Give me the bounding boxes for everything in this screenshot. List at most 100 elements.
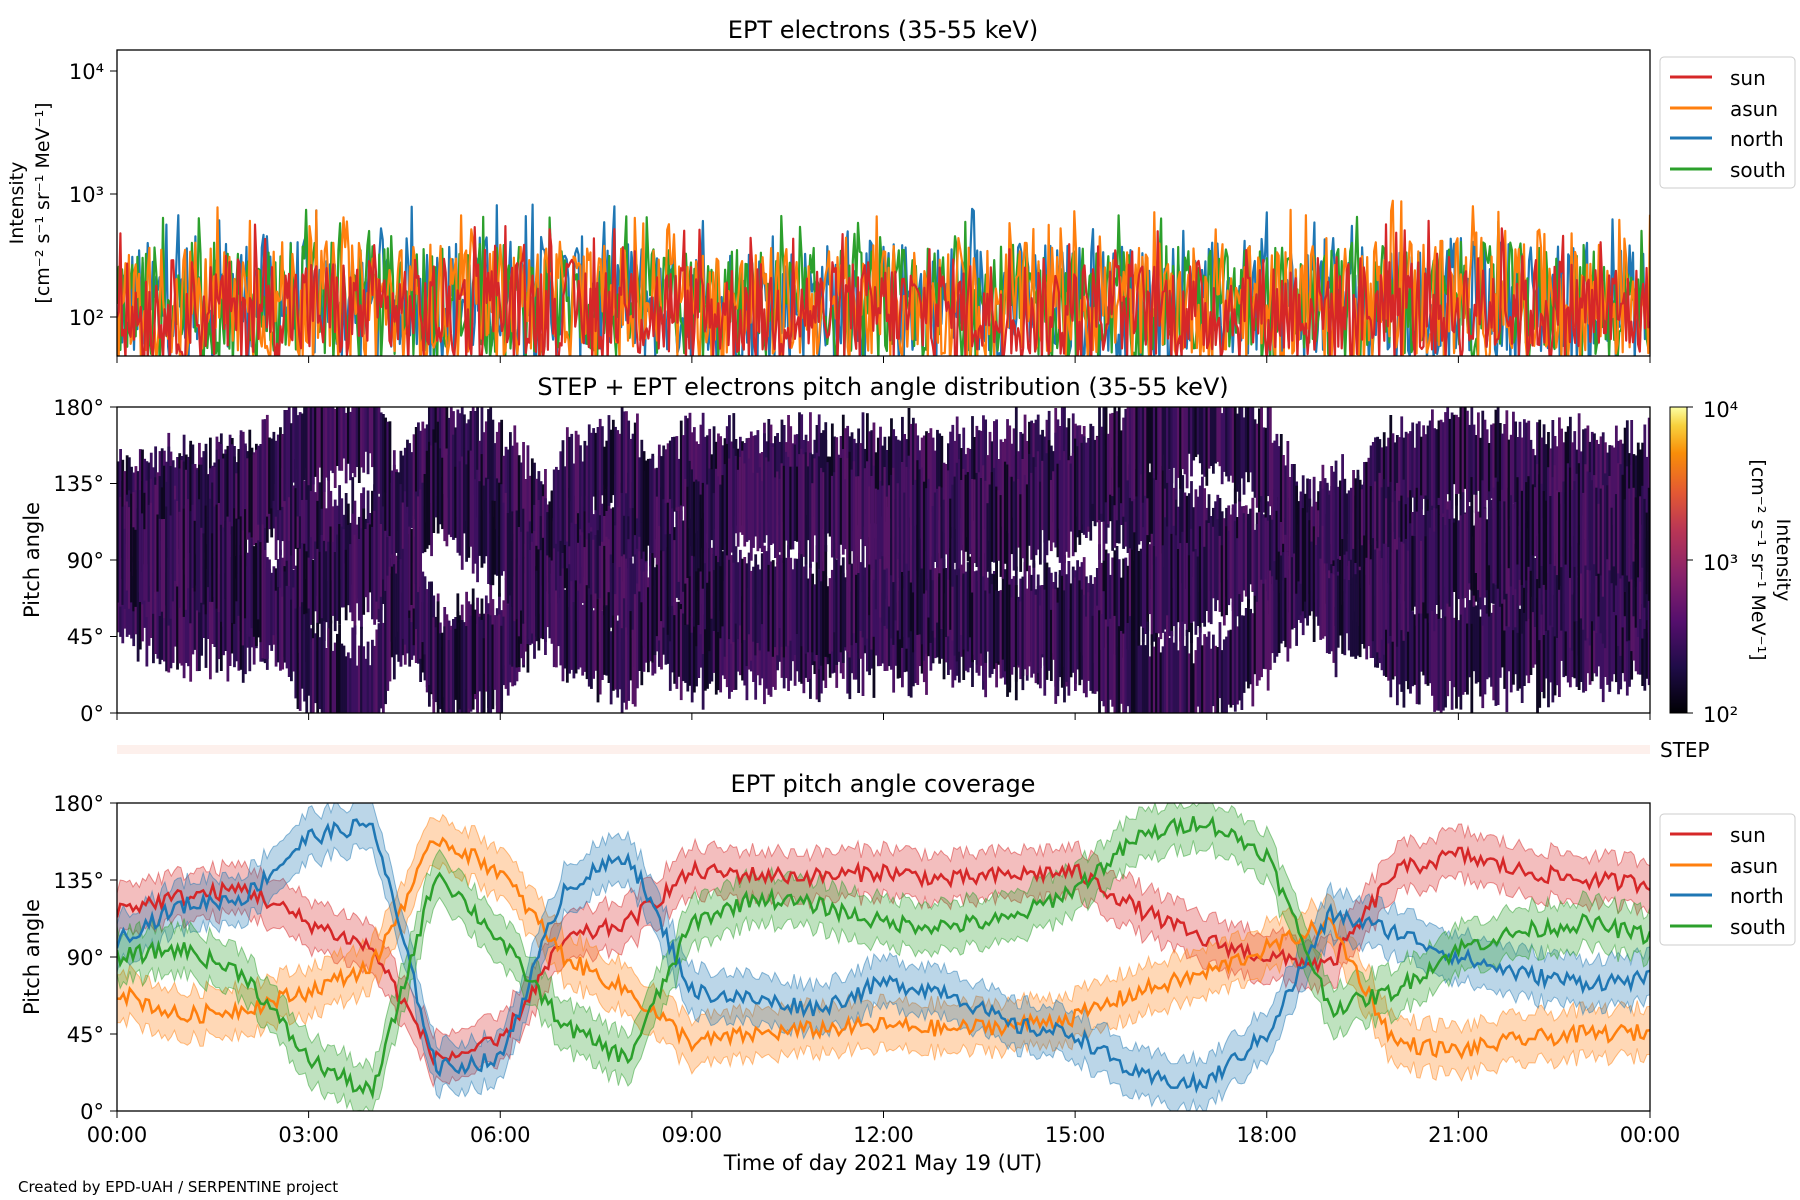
heatmap-cell: [296, 607, 300, 709]
heatmap-cell: [156, 472, 160, 550]
heatmap-cell: [1479, 437, 1482, 518]
heatmap-cell: [1564, 431, 1568, 504]
heatmap-cell: [1128, 616, 1132, 713]
heatmap-cell: [1319, 558, 1323, 640]
heatmap-cell: [666, 502, 670, 591]
heatmap-cell: [1251, 407, 1255, 492]
heatmap-cell: [237, 519, 241, 616]
heatmap-cell: [1161, 466, 1165, 554]
heatmap-cell: [1485, 608, 1489, 680]
heatmap-cell: [1321, 525, 1325, 639]
heatmap-cell: [1122, 558, 1125, 658]
heatmap-cell: [607, 486, 611, 578]
heatmap-cell: [296, 469, 300, 571]
heatmap-cell: [1575, 594, 1579, 687]
heatmap-cell: [125, 501, 129, 591]
heatmap-cell: [995, 486, 998, 591]
heatmap-cell: [1437, 596, 1441, 711]
heatmap-cell: [1391, 552, 1395, 642]
heatmap-cell: [1540, 483, 1544, 566]
heatmap-cell: [292, 587, 295, 672]
heatmap-cell: [944, 485, 948, 555]
heatmap-cell: [1155, 556, 1158, 652]
heatmap-cell: [1339, 480, 1342, 557]
heatmap-cell: [1238, 498, 1242, 605]
heatmap-cell: [1501, 489, 1504, 565]
heatmap-cell: [1636, 442, 1640, 531]
heatmap-cell: [594, 482, 598, 560]
heatmap-cell: [167, 510, 171, 626]
heatmap-cell: [574, 580, 578, 674]
heatmap-cell: [699, 557, 703, 635]
heatmap-cell: [1148, 407, 1152, 464]
heatmap-cell: [642, 451, 646, 552]
heatmap-cell: [1137, 407, 1141, 493]
heatmap-cell: [940, 435, 944, 507]
heatmap-cell: [384, 492, 387, 606]
legend-north: north: [1730, 127, 1784, 151]
heatmap-cell: [622, 477, 626, 582]
x-tick-label: 00:00: [1620, 1123, 1681, 1147]
heatmap-cell: [1030, 472, 1034, 560]
heatmap-cell: [1231, 504, 1235, 608]
heatmap-cell: [1393, 539, 1397, 629]
heatmap-cell: [984, 480, 988, 591]
heatmap-cell: [500, 419, 504, 512]
heatmap-cell: [1076, 446, 1080, 538]
heatmap-cell: [903, 434, 906, 518]
heatmap-cell: [756, 564, 760, 643]
heatmap-cell: [1527, 420, 1531, 512]
heatmap-cell: [620, 407, 624, 493]
heatmap-cell: [1579, 451, 1583, 525]
heatmap-cell: [1176, 506, 1180, 580]
heatmap-cell: [1273, 440, 1277, 543]
heatmap-cell: [1144, 407, 1147, 496]
heatmap-cell: [452, 619, 455, 713]
heatmap-cell: [336, 534, 339, 621]
heatmap-cell: [285, 410, 289, 493]
heatmap-cell: [180, 573, 184, 666]
heatmap-cell: [644, 562, 648, 663]
panel1-plot-area: [117, 199, 1650, 356]
heatmap-cell: [587, 588, 591, 687]
heatmap-cell: [1233, 521, 1237, 629]
heatmap-cell: [1128, 407, 1132, 498]
heatmap-cell: [1155, 632, 1158, 713]
series-line-north: [117, 818, 1650, 1094]
heatmap-cell: [1571, 546, 1574, 651]
heatmap-cell: [327, 475, 331, 581]
heatmap-cell: [1343, 525, 1347, 602]
heatmap-cell: [480, 454, 484, 568]
heatmap-cell: [809, 563, 812, 679]
heatmap-cell: [1551, 477, 1555, 585]
legend-asun: asun: [1730, 97, 1778, 121]
heatmap-cell: [1527, 592, 1531, 684]
heatmap-cell: [1196, 556, 1200, 626]
heatmap-cell: [993, 574, 996, 669]
heatmap-cell: [1284, 521, 1288, 591]
heatmap-cell: [868, 486, 871, 565]
heatmap-cell: [931, 506, 935, 581]
heatmap-cell: [1647, 487, 1650, 601]
heatmap-cell: [701, 548, 705, 654]
heatmap-cell: [1378, 472, 1382, 581]
heatmap-cell: [973, 571, 977, 655]
heatmap-cell: [918, 545, 922, 635]
heatmap-cell: [300, 543, 304, 630]
heatmap-cell: [511, 445, 514, 541]
heatmap-cell: [1365, 461, 1369, 564]
heatmap-cell: [1395, 549, 1399, 647]
heatmap-cell: [1614, 494, 1618, 586]
heatmap-cell: [692, 427, 696, 502]
heatmap-cell: [1052, 471, 1055, 543]
heatmap-cell: [1301, 508, 1305, 612]
heatmap-cell: [546, 512, 550, 584]
heatmap-cell: [1636, 489, 1640, 578]
heatmap-cell: [754, 554, 758, 656]
heatmap-cell: [388, 566, 392, 682]
heatmap-cell: [911, 417, 915, 526]
heatmap-cell: [607, 592, 611, 683]
heatmap-cell: [1599, 546, 1603, 634]
heatmap-cell: [215, 449, 219, 554]
heatmap-cell: [423, 428, 427, 507]
